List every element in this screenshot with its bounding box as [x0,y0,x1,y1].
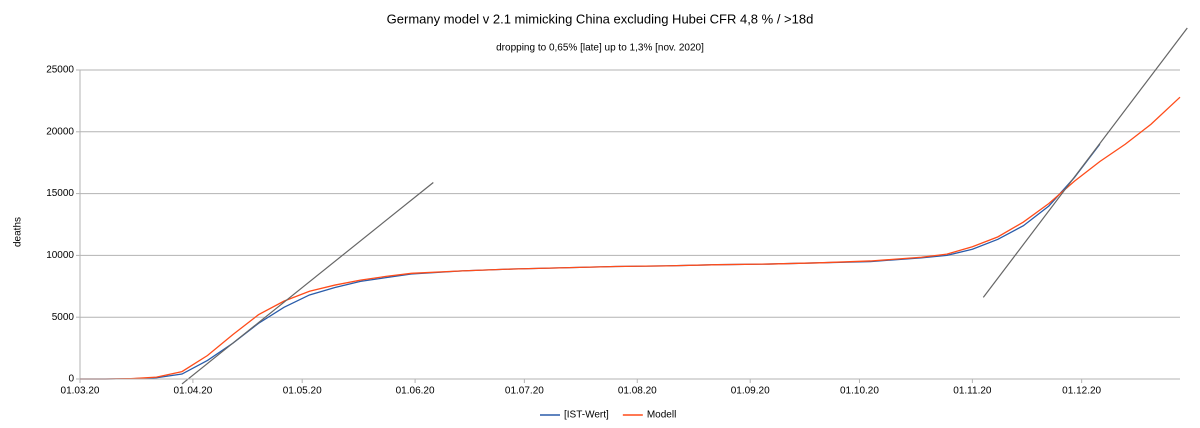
x-tick-label: 01.04.20 [173,386,212,397]
x-tick-label: 01.09.20 [731,386,770,397]
trend-line [181,182,434,385]
y-tick-label: 20000 [46,126,74,137]
legend-label: Modell [647,410,676,421]
x-tick-label: 01.07.20 [505,386,544,397]
x-tick-label: 01.11.20 [953,386,992,397]
x-tick-label: 01.06.20 [396,386,435,397]
y-tick-label: 0 [68,374,74,385]
x-tick-label: 01.05.20 [283,386,322,397]
x-tick-label: 01.03.20 [61,386,100,397]
chart-title: Germany model v 2.1 mimicking China excl… [387,11,814,26]
legend-label: [IST-Wert] [564,410,609,421]
chart-subtitle: dropping to 0,65% [late] up to 1,3% [nov… [496,43,704,54]
y-axis-label: deaths [13,217,24,247]
trend-line [982,27,1188,298]
y-tick-label: 5000 [52,312,75,323]
x-tick-label: 01.08.20 [618,386,657,397]
y-tick-label: 10000 [46,250,74,261]
x-tick-label: 01.12.20 [1062,386,1101,397]
y-tick-label: 25000 [46,65,74,76]
y-tick-label: 15000 [46,188,74,199]
data-line [80,96,1181,380]
x-tick-label: 01.10.20 [840,386,879,397]
